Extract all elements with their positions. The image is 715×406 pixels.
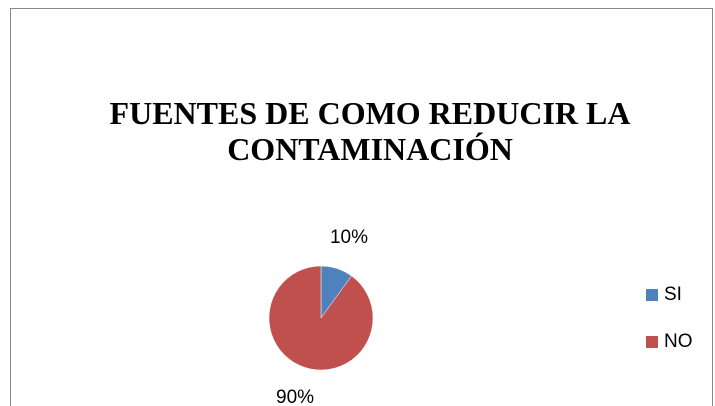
chart-title: CONTAMINACIÓN: [227, 131, 513, 167]
pie-slice: [268, 265, 374, 371]
legend-label: NO: [664, 331, 693, 352]
chart-title: FUENTES DE COMO REDUCIR LA: [110, 95, 631, 131]
data-label: 10%: [330, 227, 368, 248]
legend-label: SI: [664, 284, 682, 305]
data-label: 90%: [276, 387, 314, 406]
legend-swatch: [646, 336, 658, 348]
legend-swatch: [646, 289, 658, 301]
